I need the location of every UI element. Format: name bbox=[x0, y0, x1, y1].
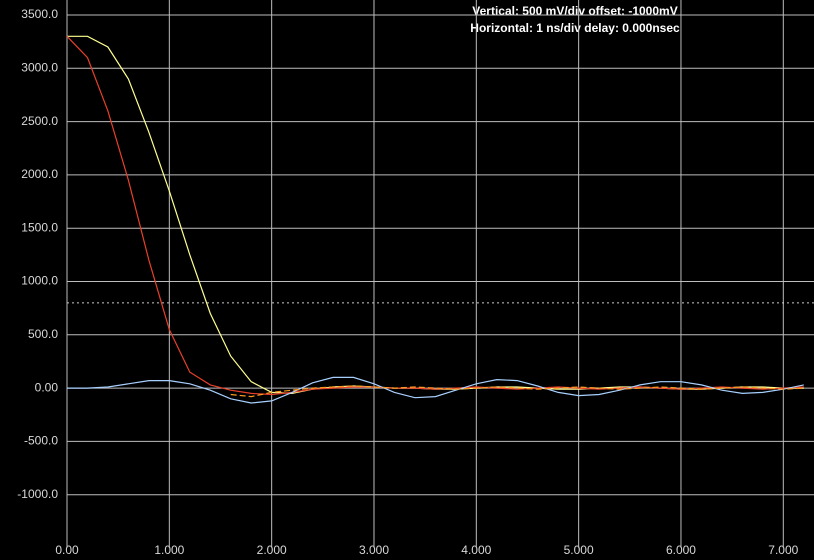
x-tick-label: 3.000 bbox=[359, 543, 389, 557]
y-tick-label: 500.0 bbox=[28, 327, 58, 341]
y-tick-label: 2000.0 bbox=[21, 167, 58, 181]
y-tick-label: 1000.0 bbox=[21, 274, 58, 288]
x-tick-label: 5.000 bbox=[564, 543, 594, 557]
x-tick-label: 4.000 bbox=[461, 543, 491, 557]
trace bbox=[230, 385, 804, 398]
x-tick-label: 0.00 bbox=[55, 543, 79, 557]
y-tick-label: -500.0 bbox=[24, 434, 58, 448]
x-tick-label: 6.000 bbox=[666, 543, 696, 557]
y-tick-label: 3000.0 bbox=[21, 60, 58, 74]
y-tick-label: 2500.0 bbox=[21, 114, 58, 128]
y-tick-label: 1500.0 bbox=[21, 220, 58, 234]
trace bbox=[67, 376, 804, 404]
y-tick-label: 0.00 bbox=[35, 380, 59, 394]
x-tick-label: 1.000 bbox=[154, 543, 184, 557]
y-tick-label: -1000.0 bbox=[17, 487, 58, 501]
y-tick-label: 3500.0 bbox=[21, 7, 58, 21]
x-tick-label: 7.000 bbox=[768, 543, 798, 557]
trace bbox=[66, 35, 804, 396]
trace bbox=[67, 35, 804, 395]
horizontal-setting: Horizontal: 1 ns/div delay: 0.000nsec bbox=[470, 21, 680, 35]
vertical-setting: Vertical: 500 mV/div offset: -1000mV bbox=[472, 4, 677, 18]
x-tick-label: 2.000 bbox=[257, 543, 287, 557]
